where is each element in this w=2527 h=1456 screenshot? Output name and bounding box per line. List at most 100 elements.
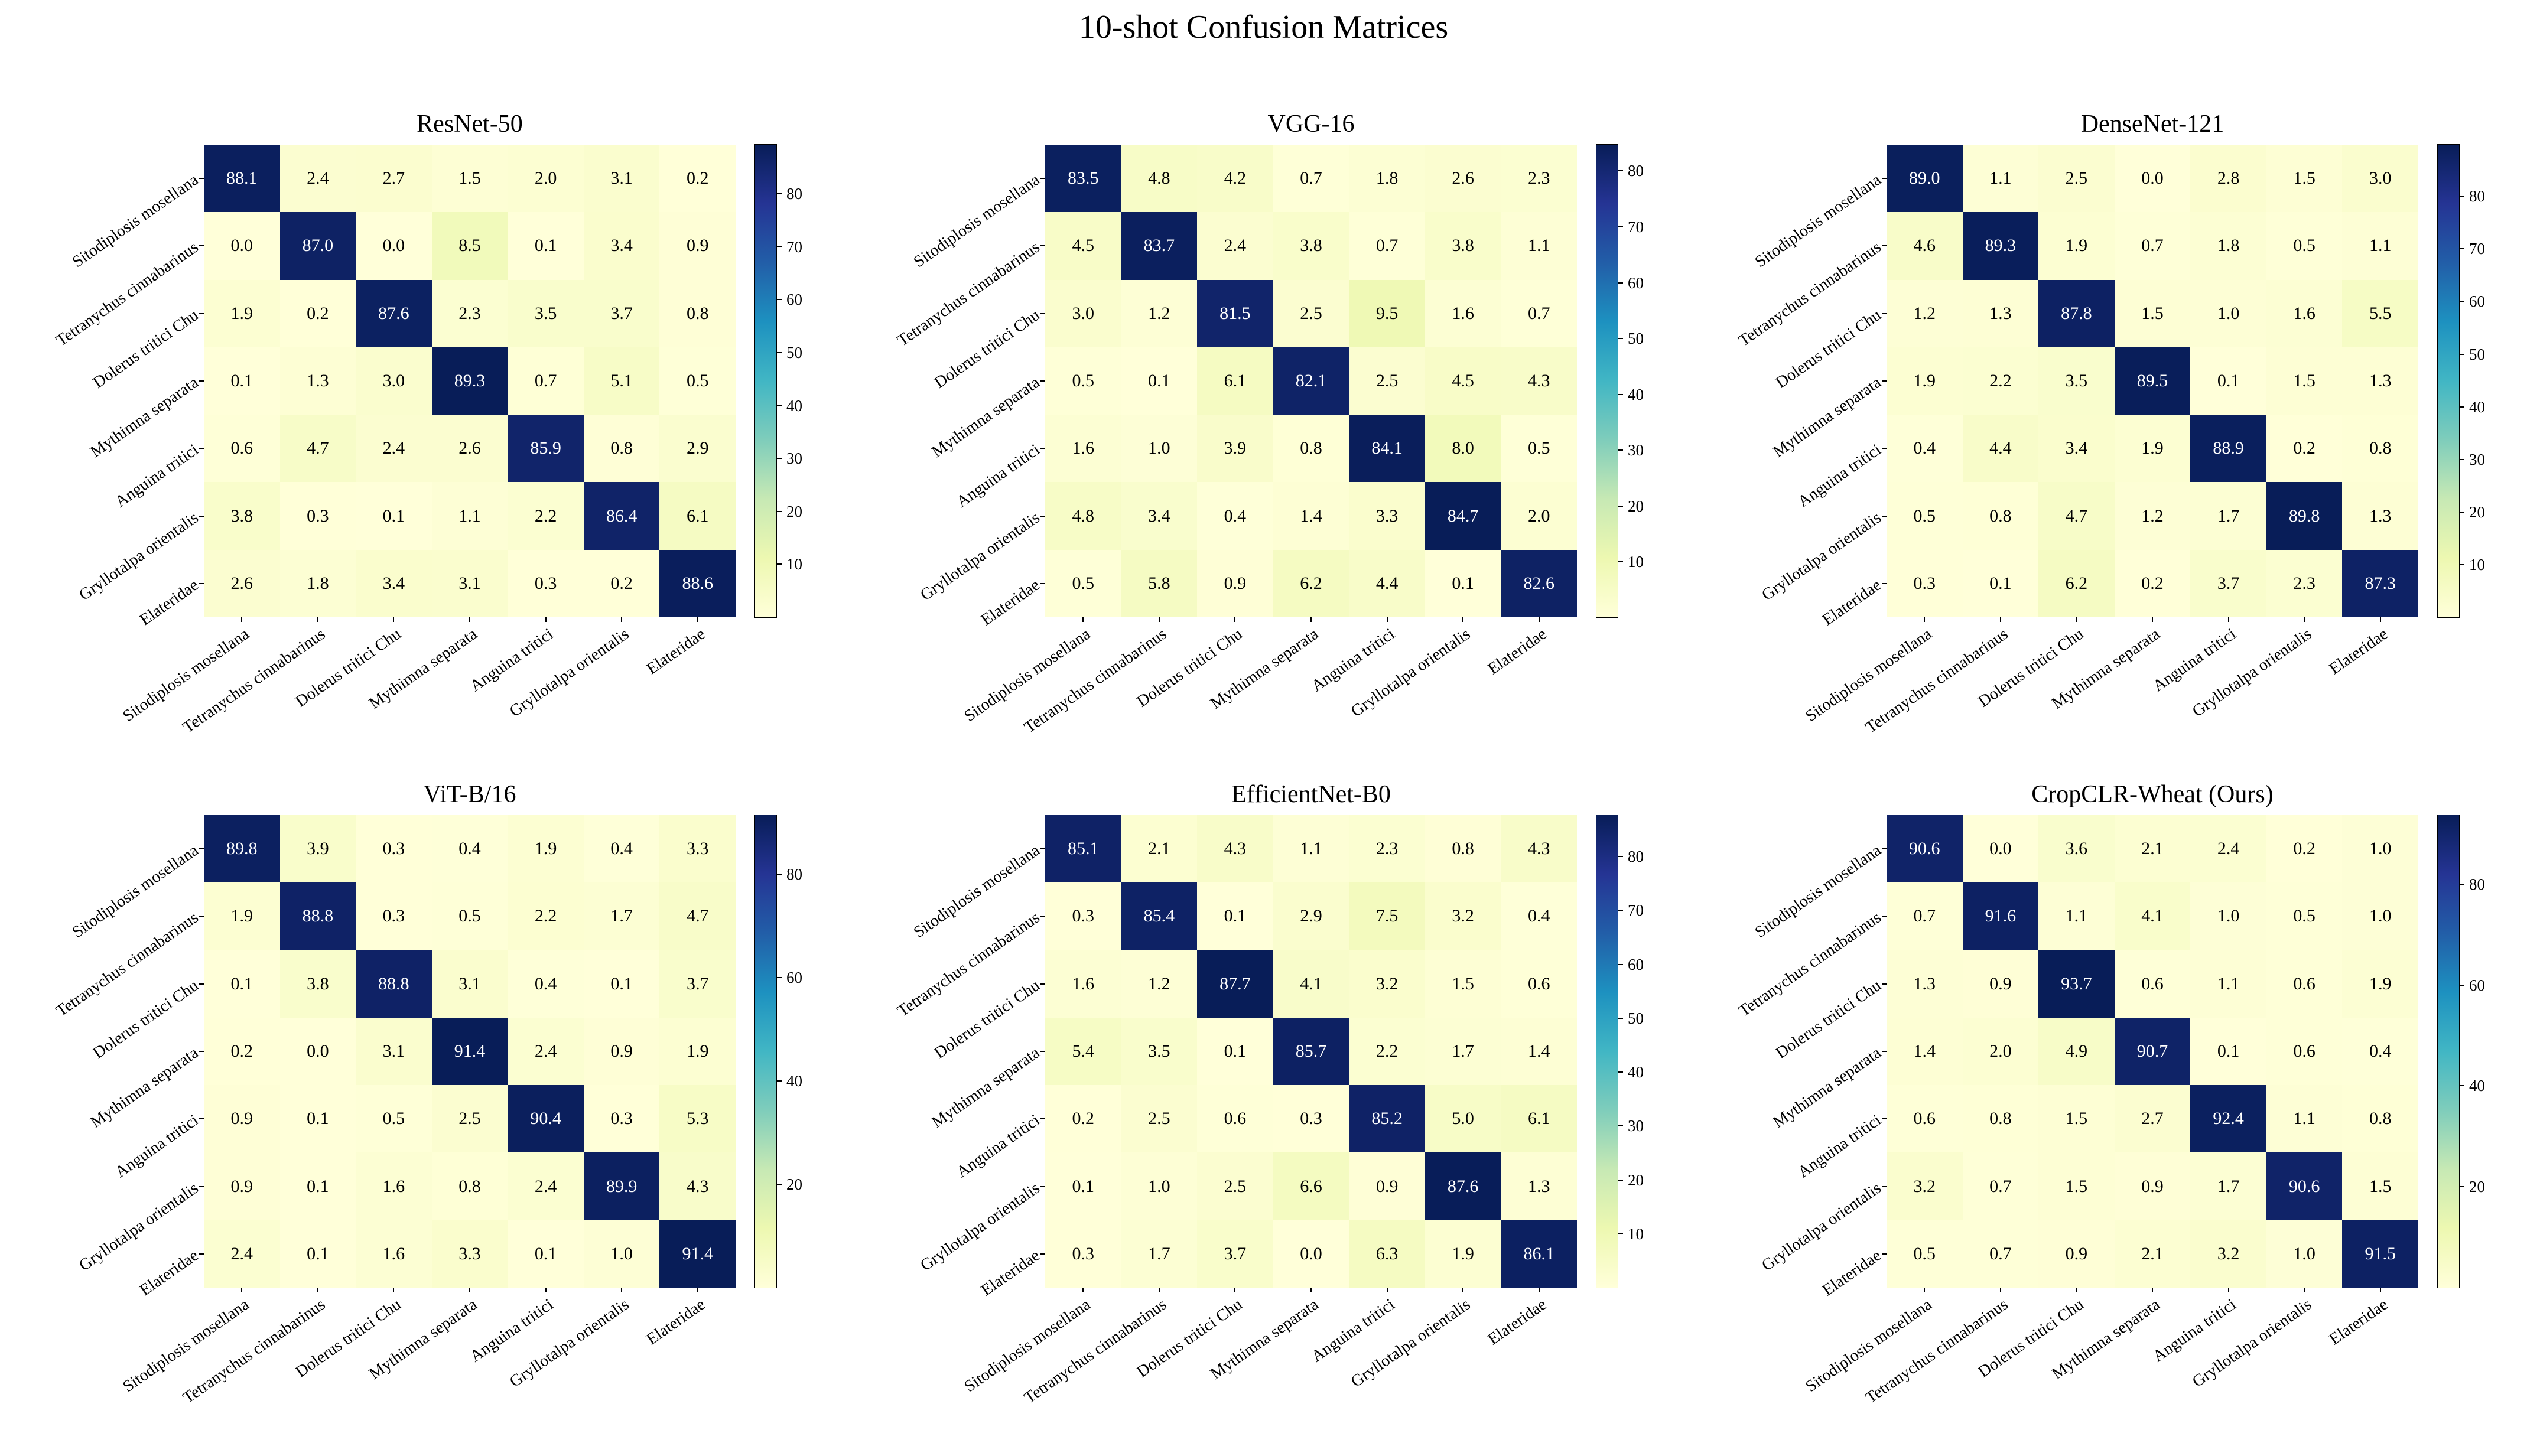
heatmap-cell: 2.9: [659, 415, 736, 483]
x-tick-mark: [1310, 617, 1312, 622]
heatmap-cell: 1.5: [2114, 279, 2191, 347]
y-tick-label: Dolerus tritici Chu: [931, 305, 1043, 392]
heatmap-cell: 0.4: [583, 815, 660, 883]
heatmap-cell: 0.7: [1887, 882, 1963, 950]
heatmap-cell: 0.0: [2114, 145, 2191, 213]
heatmap-cell: 1.1: [2342, 212, 2418, 280]
x-tick-mark: [2379, 1288, 2381, 1292]
heatmap-cell: 0.1: [2190, 347, 2266, 415]
heatmap-cell: 89.9: [583, 1152, 660, 1220]
heatmap-cell: 1.3: [1501, 1152, 1577, 1220]
colorbar-tick-mark: [2460, 1186, 2464, 1188]
heatmap-cell: 3.9: [279, 815, 356, 883]
heatmap-cell: 0.1: [279, 1085, 356, 1153]
colorbar-tick-mark: [777, 352, 782, 354]
heatmap-cell: 1.2: [1121, 279, 1198, 347]
heatmap-cell: 4.7: [2038, 482, 2115, 550]
figure-title: 10-shot Confusion Matrices: [1078, 9, 1449, 45]
heatmap-cell: 3.2: [2190, 1220, 2266, 1288]
heatmap-cell: 90.4: [508, 1085, 584, 1153]
colorbar-tick-label: 60: [1628, 273, 1644, 292]
heatmap-cell: 3.1: [431, 549, 508, 617]
heatmap-cell: 1.0: [2190, 882, 2266, 950]
y-tick-label: Sitodiplosis mosellana: [1751, 171, 1885, 272]
heatmap-cell: 0.7: [2114, 212, 2191, 280]
y-tick-label: Mythimna separata: [928, 1043, 1043, 1132]
heatmap-cell: 6.2: [1273, 549, 1349, 617]
heatmap-cell: 88.8: [279, 882, 356, 950]
colorbar-tick-mark: [2460, 883, 2464, 885]
y-tick-mark: [1882, 448, 1887, 449]
heatmap-cell: 6.1: [659, 482, 736, 550]
heatmap-cell: 1.0: [2190, 279, 2266, 347]
y-tick-label: Tetranychus cinnabarinus: [894, 908, 1043, 1021]
y-tick-mark: [1882, 178, 1887, 180]
heatmap-cell: 82.6: [1501, 549, 1577, 617]
heatmap-cell: 0.5: [1887, 1220, 1963, 1288]
heatmap-cell: 2.3: [2266, 549, 2343, 617]
colorbar-tick-mark: [777, 1080, 782, 1082]
colorbar-tick-mark: [777, 976, 782, 978]
heatmap-cell: 0.4: [2342, 1017, 2418, 1086]
heatmap-cell: 85.7: [1273, 1017, 1349, 1086]
subplot-title: CropCLR-Wheat (Ours): [2031, 781, 2274, 808]
y-tick-mark: [1040, 380, 1045, 382]
heatmap-cell: 1.1: [2190, 950, 2266, 1018]
heatmap-cell: 1.0: [1121, 1152, 1198, 1220]
heatmap-cell: 93.7: [2038, 950, 2115, 1018]
heatmap-cell: 0.6: [1501, 950, 1577, 1018]
y-tick-mark: [1040, 1253, 1045, 1255]
heatmap-cell: 1.5: [2266, 347, 2343, 415]
colorbar-tick-mark: [777, 299, 782, 301]
heatmap-cell: 3.7: [2190, 549, 2266, 617]
heatmap-cell: 2.7: [2114, 1085, 2191, 1153]
x-tick-mark: [1999, 617, 2001, 622]
heatmap-cell: 6.6: [1273, 1152, 1349, 1220]
heatmap-cell: 0.7: [508, 347, 584, 415]
colorbar-tick-mark: [1618, 449, 1623, 451]
heatmap-cell: 0.9: [1197, 549, 1273, 617]
heatmap-cell: 89.8: [2266, 482, 2343, 550]
x-tick-mark: [2379, 617, 2381, 622]
y-tick-mark: [199, 916, 204, 917]
heatmap-cell: 0.8: [1962, 482, 2039, 550]
colorbar-tick-mark: [2460, 511, 2464, 513]
heatmap: 89.0 1.1 2.5 0.0 2.8 1.5 3.0 4.6 89.3 1.9 0.7 1.8 0.…: [1887, 145, 2418, 617]
y-tick-mark: [199, 245, 204, 247]
y-tick-label: Sitodiplosis mosellana: [69, 841, 202, 942]
colorbar-tick-mark: [777, 246, 782, 247]
heatmap: 90.6 0.0 3.6 2.1 2.4 0.2 1.0 0.7 91.6 1.1 4.1 1.0 0.…: [1887, 815, 2418, 1288]
heatmap-cell: 0.4: [508, 950, 584, 1018]
heatmap-cell: 87.0: [279, 212, 356, 280]
heatmap-cell: 3.4: [2038, 415, 2115, 483]
heatmap-cell: 3.9: [1197, 415, 1273, 483]
colorbar-tick-label: 50: [2469, 345, 2485, 363]
y-tick-mark: [199, 1118, 204, 1120]
heatmap-cell: 0.4: [1197, 482, 1273, 550]
heatmap-cell: 3.4: [356, 549, 432, 617]
colorbar-tick-mark: [777, 563, 782, 565]
y-tick-mark: [199, 380, 204, 382]
heatmap-cell: 3.8: [204, 482, 280, 550]
heatmap-cell: 0.8: [1425, 815, 1501, 883]
heatmap-cell: 0.6: [204, 415, 280, 483]
y-tick-label: Sitodiplosis mosellana: [910, 171, 1043, 272]
heatmap-cell: 3.4: [583, 212, 660, 280]
subplot-title: ViT-B/16: [423, 781, 516, 808]
heatmap-cell: 1.5: [2342, 1152, 2418, 1220]
heatmap-cell: 0.2: [2114, 549, 2191, 617]
heatmap-cell: 3.3: [431, 1220, 508, 1288]
y-tick-label: Sitodiplosis mosellana: [69, 171, 202, 272]
heatmap-cell: 0.5: [2266, 212, 2343, 280]
y-tick-mark: [1040, 1051, 1045, 1052]
heatmap-cell: 2.1: [1121, 815, 1198, 883]
heatmap-cell: 1.3: [1887, 950, 1963, 1018]
y-tick-mark: [1882, 916, 1887, 917]
heatmap-cell: 0.0: [279, 1017, 356, 1086]
x-tick-mark: [1158, 617, 1160, 622]
colorbar-tick-label: 30: [1628, 441, 1644, 460]
colorbar-tick-label: 40: [1628, 385, 1644, 403]
colorbar-tick-label: 60: [2469, 976, 2485, 994]
x-tick-mark: [1538, 617, 1540, 622]
y-tick-label: Anguina tritici: [953, 441, 1043, 512]
